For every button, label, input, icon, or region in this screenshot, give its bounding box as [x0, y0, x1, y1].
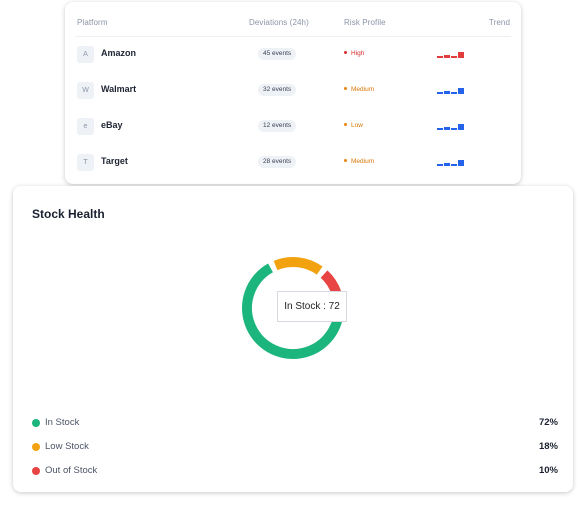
card-title: Stock Health	[32, 207, 105, 221]
legend-value: 10%	[538, 465, 558, 476]
bar-trend-icon	[437, 120, 465, 130]
platform-deviation-table: Platform Deviations (24h) Risk Profile T…	[65, 2, 521, 184]
risk-indicator: High	[344, 49, 364, 59]
column-header-deviations[interactable]: Deviations (24h)	[249, 18, 309, 27]
platform-name: Target	[101, 156, 128, 166]
risk-dot-icon	[344, 86, 347, 90]
risk-dot-icon	[344, 122, 347, 126]
risk-label: High	[351, 50, 365, 57]
risk-label: Low	[351, 122, 363, 129]
bar-trend-icon	[437, 48, 465, 58]
events-badge: 32 events	[258, 84, 297, 96]
legend-value: 72%	[538, 417, 558, 428]
platform-avatar: T	[77, 154, 94, 171]
legend-dot-icon	[32, 467, 40, 475]
legend-dot-icon	[32, 443, 40, 451]
table-row[interactable]: W Walmart 32 events Medium	[65, 73, 521, 109]
risk-indicator: Medium	[344, 157, 374, 167]
header-divider	[75, 36, 511, 37]
table-row[interactable]: e eBay 12 events Low	[65, 109, 521, 145]
risk-dot-icon	[344, 158, 347, 162]
column-header-trend[interactable]: Trend	[488, 18, 510, 27]
column-header-platform[interactable]: Platform	[77, 18, 108, 27]
legend-item[interactable]: Out of Stock 10%	[32, 465, 558, 479]
risk-label: Medium	[351, 158, 375, 165]
events-badge: 28 events	[258, 156, 297, 168]
legend-item[interactable]: In Stock 72%	[32, 417, 558, 431]
chart-tooltip: In Stock : 72	[277, 291, 347, 322]
donut-slice-in-stock[interactable]	[242, 263, 344, 359]
legend-label: Low Stock	[45, 441, 89, 452]
platform-avatar: A	[77, 46, 94, 63]
platform-avatar: W	[77, 82, 94, 99]
platform-name: eBay	[101, 120, 123, 130]
stock-health-card: Stock Health In Stock : 72 In Stock 72% …	[13, 186, 573, 492]
table-row[interactable]: T Target 28 events Medium	[65, 145, 521, 181]
column-header-risk[interactable]: Risk Profile	[344, 18, 386, 27]
events-badge: 45 events	[258, 48, 297, 60]
donut-slice-low-stock[interactable]	[273, 257, 323, 275]
legend-label: In Stock	[45, 417, 80, 428]
legend-value: 18%	[538, 441, 558, 452]
events-badge: 12 events	[258, 120, 297, 132]
platform-name: Amazon	[101, 48, 137, 58]
legend-label: Out of Stock	[45, 465, 98, 476]
legend-dot-icon	[32, 419, 40, 427]
platform-avatar: e	[77, 118, 94, 135]
table-row[interactable]: A Amazon 45 events High	[65, 37, 521, 73]
legend-item[interactable]: Low Stock 18%	[32, 441, 558, 455]
risk-indicator: Low	[344, 121, 363, 131]
risk-dot-icon	[344, 50, 347, 54]
risk-label: Medium	[351, 86, 375, 93]
bar-trend-icon	[437, 84, 465, 94]
bar-trend-icon	[437, 156, 465, 166]
platform-name: Walmart	[101, 84, 137, 94]
risk-indicator: Medium	[344, 85, 374, 95]
